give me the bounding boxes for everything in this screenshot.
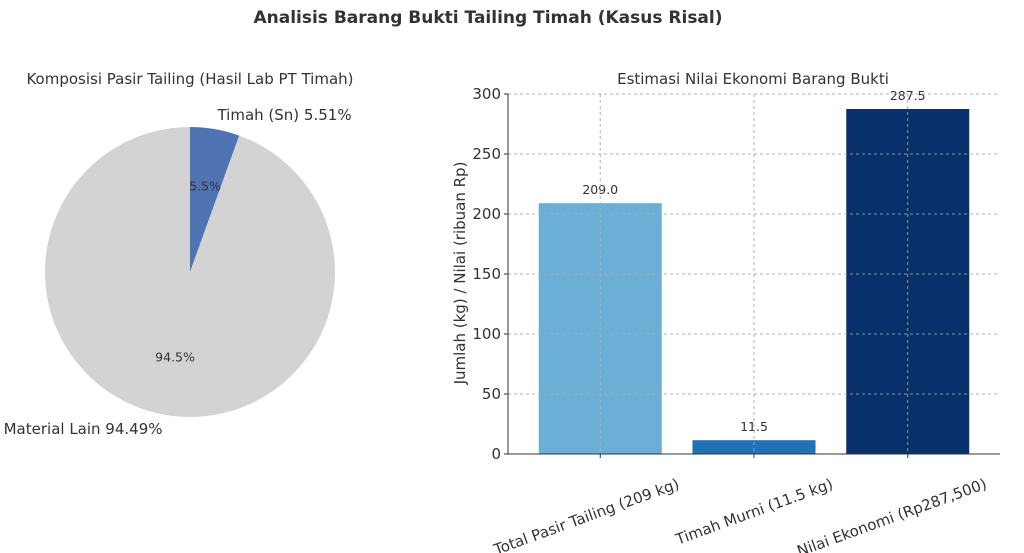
- figure-title: Analisis Barang Bukti Tailing Timah (Kas…: [253, 8, 722, 28]
- pie-chart: Komposisi Pasir Tailing (Hasil Lab PT Ti…: [4, 70, 354, 438]
- pie-label-0: Timah (Sn) 5.51%: [216, 106, 351, 124]
- pie-pct-label-0: 5.5%: [189, 178, 221, 193]
- x-tick-label-0: Total Pasir Tailing (209 kg): [491, 475, 682, 553]
- bar-chart: Estimasi Nilai Ekonomi Barang Bukti 209.…: [451, 70, 1000, 553]
- y-axis-label: Jumlah (kg) / Nilai (ribuan Rp): [451, 162, 469, 386]
- pie-slice-1: [44, 127, 335, 417]
- bar-value-label-0: 209.0: [582, 182, 618, 197]
- pie-pct-label-1: 94.5%: [155, 350, 195, 365]
- bar-1: [692, 440, 816, 454]
- pie-slice-0: [190, 127, 240, 272]
- bar-title: Estimasi Nilai Ekonomi Barang Bukti: [617, 70, 889, 88]
- y-tick-label-3: 150: [472, 265, 501, 283]
- y-tick-label-1: 50: [482, 385, 501, 403]
- y-tick-label-2: 100: [472, 325, 501, 343]
- pie-label-1: Material Lain 94.49%: [4, 420, 163, 438]
- pie-slices: [44, 127, 335, 417]
- y-tick-label-4: 200: [472, 205, 501, 223]
- pie-title: Komposisi Pasir Tailing (Hasil Lab PT Ti…: [26, 70, 353, 88]
- y-tick-label-5: 250: [472, 145, 501, 163]
- y-tick-label-6: 300: [472, 85, 501, 103]
- y-tick-label-0: 0: [491, 445, 501, 463]
- pie-texts: Timah (Sn) 5.51% 5.5% Material Lain 94.49%…: [4, 106, 352, 438]
